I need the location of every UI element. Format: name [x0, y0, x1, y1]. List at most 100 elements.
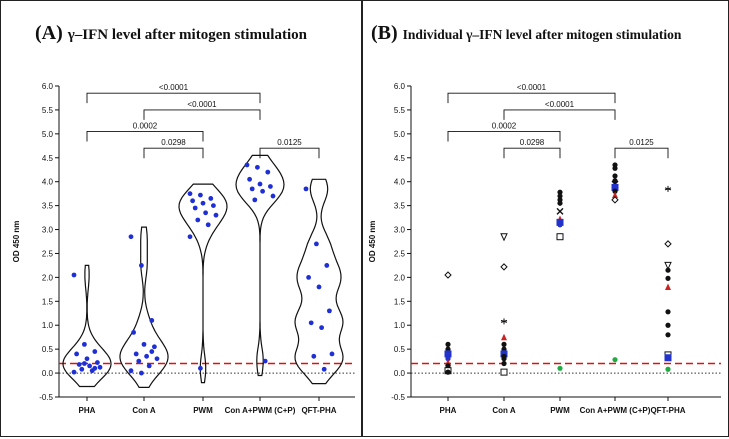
p-value-label: 0.0298: [520, 138, 545, 147]
y-tick-label: -0.5: [39, 393, 53, 402]
p-value-label: 0.0125: [277, 138, 302, 147]
data-point: [82, 361, 87, 366]
data-point: [92, 365, 98, 371]
y-tick-label: 0.5: [394, 345, 406, 354]
data-point: [314, 241, 319, 247]
p-value-label: <0.0001: [517, 83, 547, 92]
data-point-square: [444, 350, 452, 358]
data-point-circle: [501, 360, 507, 367]
data-point: [84, 356, 90, 362]
violin-shape: [235, 154, 285, 377]
data-point: [257, 181, 263, 187]
y-tick-label: 5.5: [42, 106, 54, 115]
data-point: [311, 353, 317, 359]
data-point: [149, 349, 155, 354]
y-tick-label: 4.5: [42, 154, 54, 163]
data-point-circle: [557, 193, 563, 199]
p-value-label: 0.0298: [161, 138, 186, 147]
y-tick-label: 2.5: [42, 249, 54, 258]
significance-bracket: [259, 147, 320, 159]
data-point: [76, 362, 82, 367]
data-point: [308, 320, 314, 326]
violin-shape: [178, 183, 228, 384]
y-tick-label: -0.5: [391, 393, 405, 402]
data-point-circle: [612, 188, 618, 194]
data-point: [205, 222, 211, 228]
y-tick-label: 3.0: [394, 226, 406, 235]
significance-bracket: [503, 109, 616, 120]
data-point-diamond: [500, 263, 508, 271]
p-value-label: 0.0002: [133, 121, 158, 130]
p-value-label: 0.0002: [492, 121, 517, 130]
data-point: [149, 318, 155, 323]
data-point: [208, 196, 214, 201]
data-point-circle: [557, 200, 563, 206]
data-point: [152, 344, 157, 350]
data-point: [128, 368, 134, 374]
data-point: [265, 169, 271, 175]
data-point: [192, 205, 198, 211]
data-point: [187, 191, 193, 197]
data-point-circle: [557, 365, 563, 371]
y-tick-label: 2.5: [394, 249, 406, 258]
panel-label: (A): [35, 22, 68, 44]
data-point: [213, 212, 219, 218]
data-point-diamond: [444, 271, 452, 279]
data-point: [306, 274, 311, 280]
y-tick-label: 5.0: [394, 130, 406, 139]
data-point-square: [664, 354, 672, 362]
data-point: [203, 210, 209, 216]
y-tick-label: 4.0: [42, 178, 54, 187]
y-tick-label: 4.0: [394, 178, 406, 187]
violin-shape: [62, 264, 112, 388]
y-tick-label: 3.5: [42, 202, 54, 211]
data-point: [324, 263, 330, 268]
data-point: [255, 164, 260, 170]
significance-bracket: [447, 92, 616, 104]
data-point: [249, 186, 255, 192]
y-tick-label: 0.0: [394, 369, 406, 378]
p-value-label: <0.0001: [159, 83, 189, 92]
data-point: [198, 192, 203, 198]
y-tick-label: 3.0: [42, 226, 54, 235]
data-point: [190, 198, 196, 204]
y-tick-label: 5.0: [42, 130, 54, 139]
significance-bracket: [86, 131, 204, 142]
data-point: [139, 263, 144, 268]
y-tick-label: 2.0: [394, 273, 406, 282]
chart-title: (B) Individual γ–IFN level after mitogen…: [371, 22, 682, 44]
y-tick-label: 1.0: [42, 321, 54, 330]
x-tick-label: Con A: [132, 406, 155, 415]
y-tick-label: 1.0: [394, 321, 406, 330]
violin-shape: [294, 178, 344, 385]
significance-bracket: [614, 147, 669, 159]
significance-bracket: [143, 109, 261, 120]
data-point: [270, 193, 276, 199]
data-point-triangle-down: [500, 233, 508, 242]
data-point-x: [556, 207, 564, 215]
data-point-star: [500, 318, 508, 325]
data-point-square: [500, 368, 508, 376]
data-point-circle: [557, 189, 563, 195]
data-point: [82, 341, 87, 347]
panel-label: (B): [371, 22, 403, 44]
data-point-triangle-down: [664, 261, 672, 271]
data-point: [71, 369, 77, 375]
data-point: [133, 351, 139, 357]
data-point-circle: [612, 173, 618, 179]
data-point-circle: [445, 369, 451, 375]
y-tick-label: 1.5: [42, 297, 54, 306]
data-point: [128, 234, 134, 240]
p-value-label: <0.0001: [187, 100, 217, 109]
x-tick-label: Con A: [492, 406, 515, 415]
chart-title: (A) γ–IFN level after mitogen stimulatio…: [35, 22, 308, 44]
x-tick-label: PWM: [193, 406, 213, 415]
data-point: [97, 364, 103, 370]
data-point-circle: [612, 165, 618, 171]
data-point: [321, 366, 327, 372]
data-point: [327, 308, 332, 314]
data-point: [136, 358, 142, 364]
data-point: [247, 176, 253, 182]
y-tick-label: 0.5: [42, 345, 54, 354]
